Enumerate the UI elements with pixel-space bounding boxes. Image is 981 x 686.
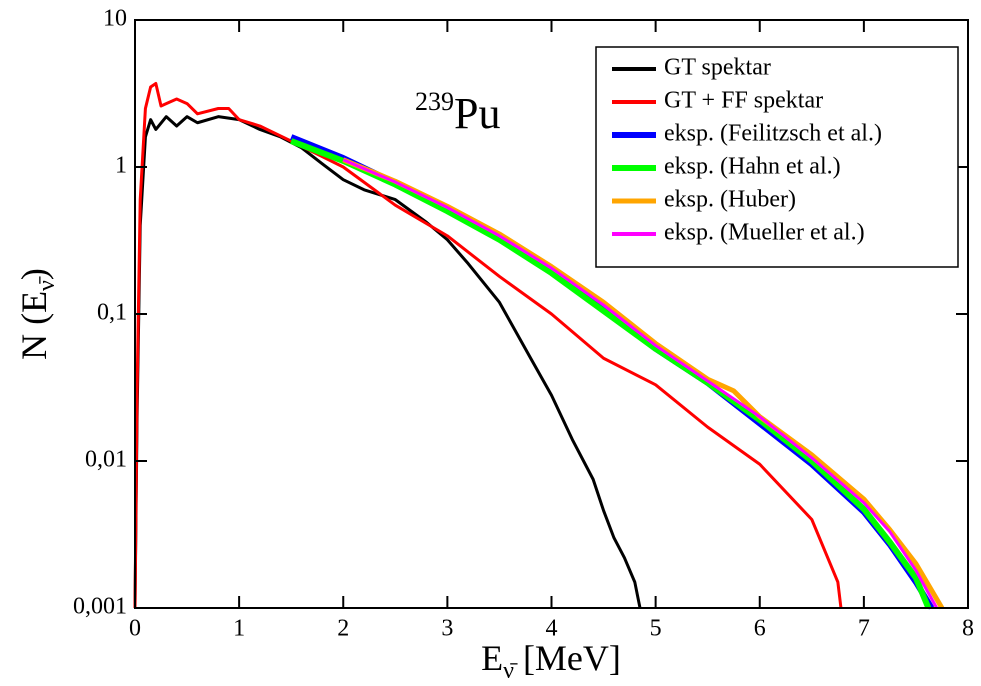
series-line: [342, 158, 939, 609]
legend-label: eksp. (Feilitzsch et al.): [664, 121, 882, 147]
y-tick-label: 1: [115, 153, 127, 179]
x-label-text: E: [481, 638, 503, 678]
y-axis-label: N (Eν̄): [14, 268, 59, 360]
x-tick-label: 6: [754, 616, 766, 642]
x-tick-label: 3: [441, 616, 453, 642]
legend-box: [595, 46, 959, 268]
legend-label: eksp. (Huber): [664, 187, 796, 213]
x-tick-label: 5: [650, 616, 662, 642]
y-tick-label: 10: [103, 6, 127, 32]
x-label-end: [MeV]: [514, 638, 621, 678]
series-line: [290, 138, 932, 610]
legend-label: eksp. (Mueller et al.): [664, 220, 865, 246]
legend-label: eksp. (Hahn et al.): [664, 154, 841, 180]
annotation: 239Pu: [415, 87, 500, 138]
y-tick-label: 0,01: [85, 447, 127, 473]
x-tick-label: 2: [337, 616, 349, 642]
legend-label: GT + FF spektar: [664, 88, 823, 114]
x-tick-label: 4: [546, 616, 558, 642]
y-tick-label: 0,001: [73, 594, 127, 620]
y-tick-label: 0,1: [97, 300, 127, 326]
legend-label: GT spektar: [664, 55, 771, 81]
y-label-text: N (E: [14, 291, 54, 360]
x-tick-label: 0: [129, 616, 141, 642]
x-axis-label: Eν̄ [MeV]: [481, 638, 621, 683]
x-tick-label: 1: [233, 616, 245, 642]
x-tick-label: 7: [858, 616, 870, 642]
x-tick-label: 8: [962, 616, 974, 642]
annotation-superscript: 239: [415, 87, 454, 116]
y-label-end: ): [14, 268, 54, 280]
series-line: [133, 81, 843, 609]
annotation-text: Pu: [454, 89, 500, 138]
series-line: [133, 115, 642, 609]
